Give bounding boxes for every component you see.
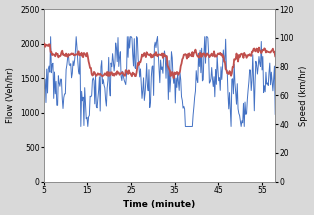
X-axis label: Time (minute): Time (minute) xyxy=(123,200,196,209)
Y-axis label: Speed (km/hr): Speed (km/hr) xyxy=(300,65,308,126)
Y-axis label: Flow (Veh/hr): Flow (Veh/hr) xyxy=(6,68,14,123)
